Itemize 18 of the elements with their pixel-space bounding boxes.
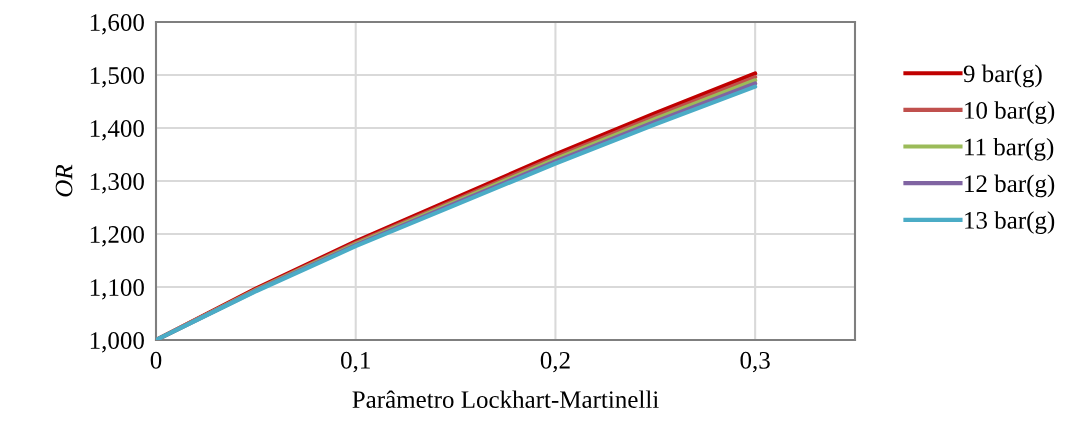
y-tick-label: 1,300 bbox=[90, 173, 144, 194]
y-tick-label: 1,500 bbox=[90, 67, 144, 88]
x-tick-label: 0 bbox=[150, 351, 162, 369]
y-axis-title: OR bbox=[55, 164, 73, 197]
y-tick-label: 1,600 bbox=[90, 14, 144, 35]
y-tick-label: 1,000 bbox=[90, 332, 144, 353]
y-tick-label: 1,100 bbox=[90, 279, 144, 300]
x-axis-title: Parâmetro Lockhart-Martinelli bbox=[352, 390, 659, 409]
y-tick-label: 1,400 bbox=[90, 120, 144, 141]
legend-label: 12 bar(g) bbox=[965, 174, 1055, 198]
x-tick-label: 0,1 bbox=[341, 351, 370, 373]
y-tick-label: 1,200 bbox=[90, 226, 144, 247]
legend-label: 10 bar(g) bbox=[965, 101, 1055, 124]
legend-label: 13 bar(g) bbox=[965, 211, 1055, 234]
legend-label: 9 bar(g) bbox=[963, 64, 1042, 88]
legend-label: 11 bar(g) bbox=[965, 137, 1054, 161]
x-tick-label: 0,3 bbox=[740, 351, 770, 373]
x-tick-label: 0,2 bbox=[540, 351, 570, 373]
